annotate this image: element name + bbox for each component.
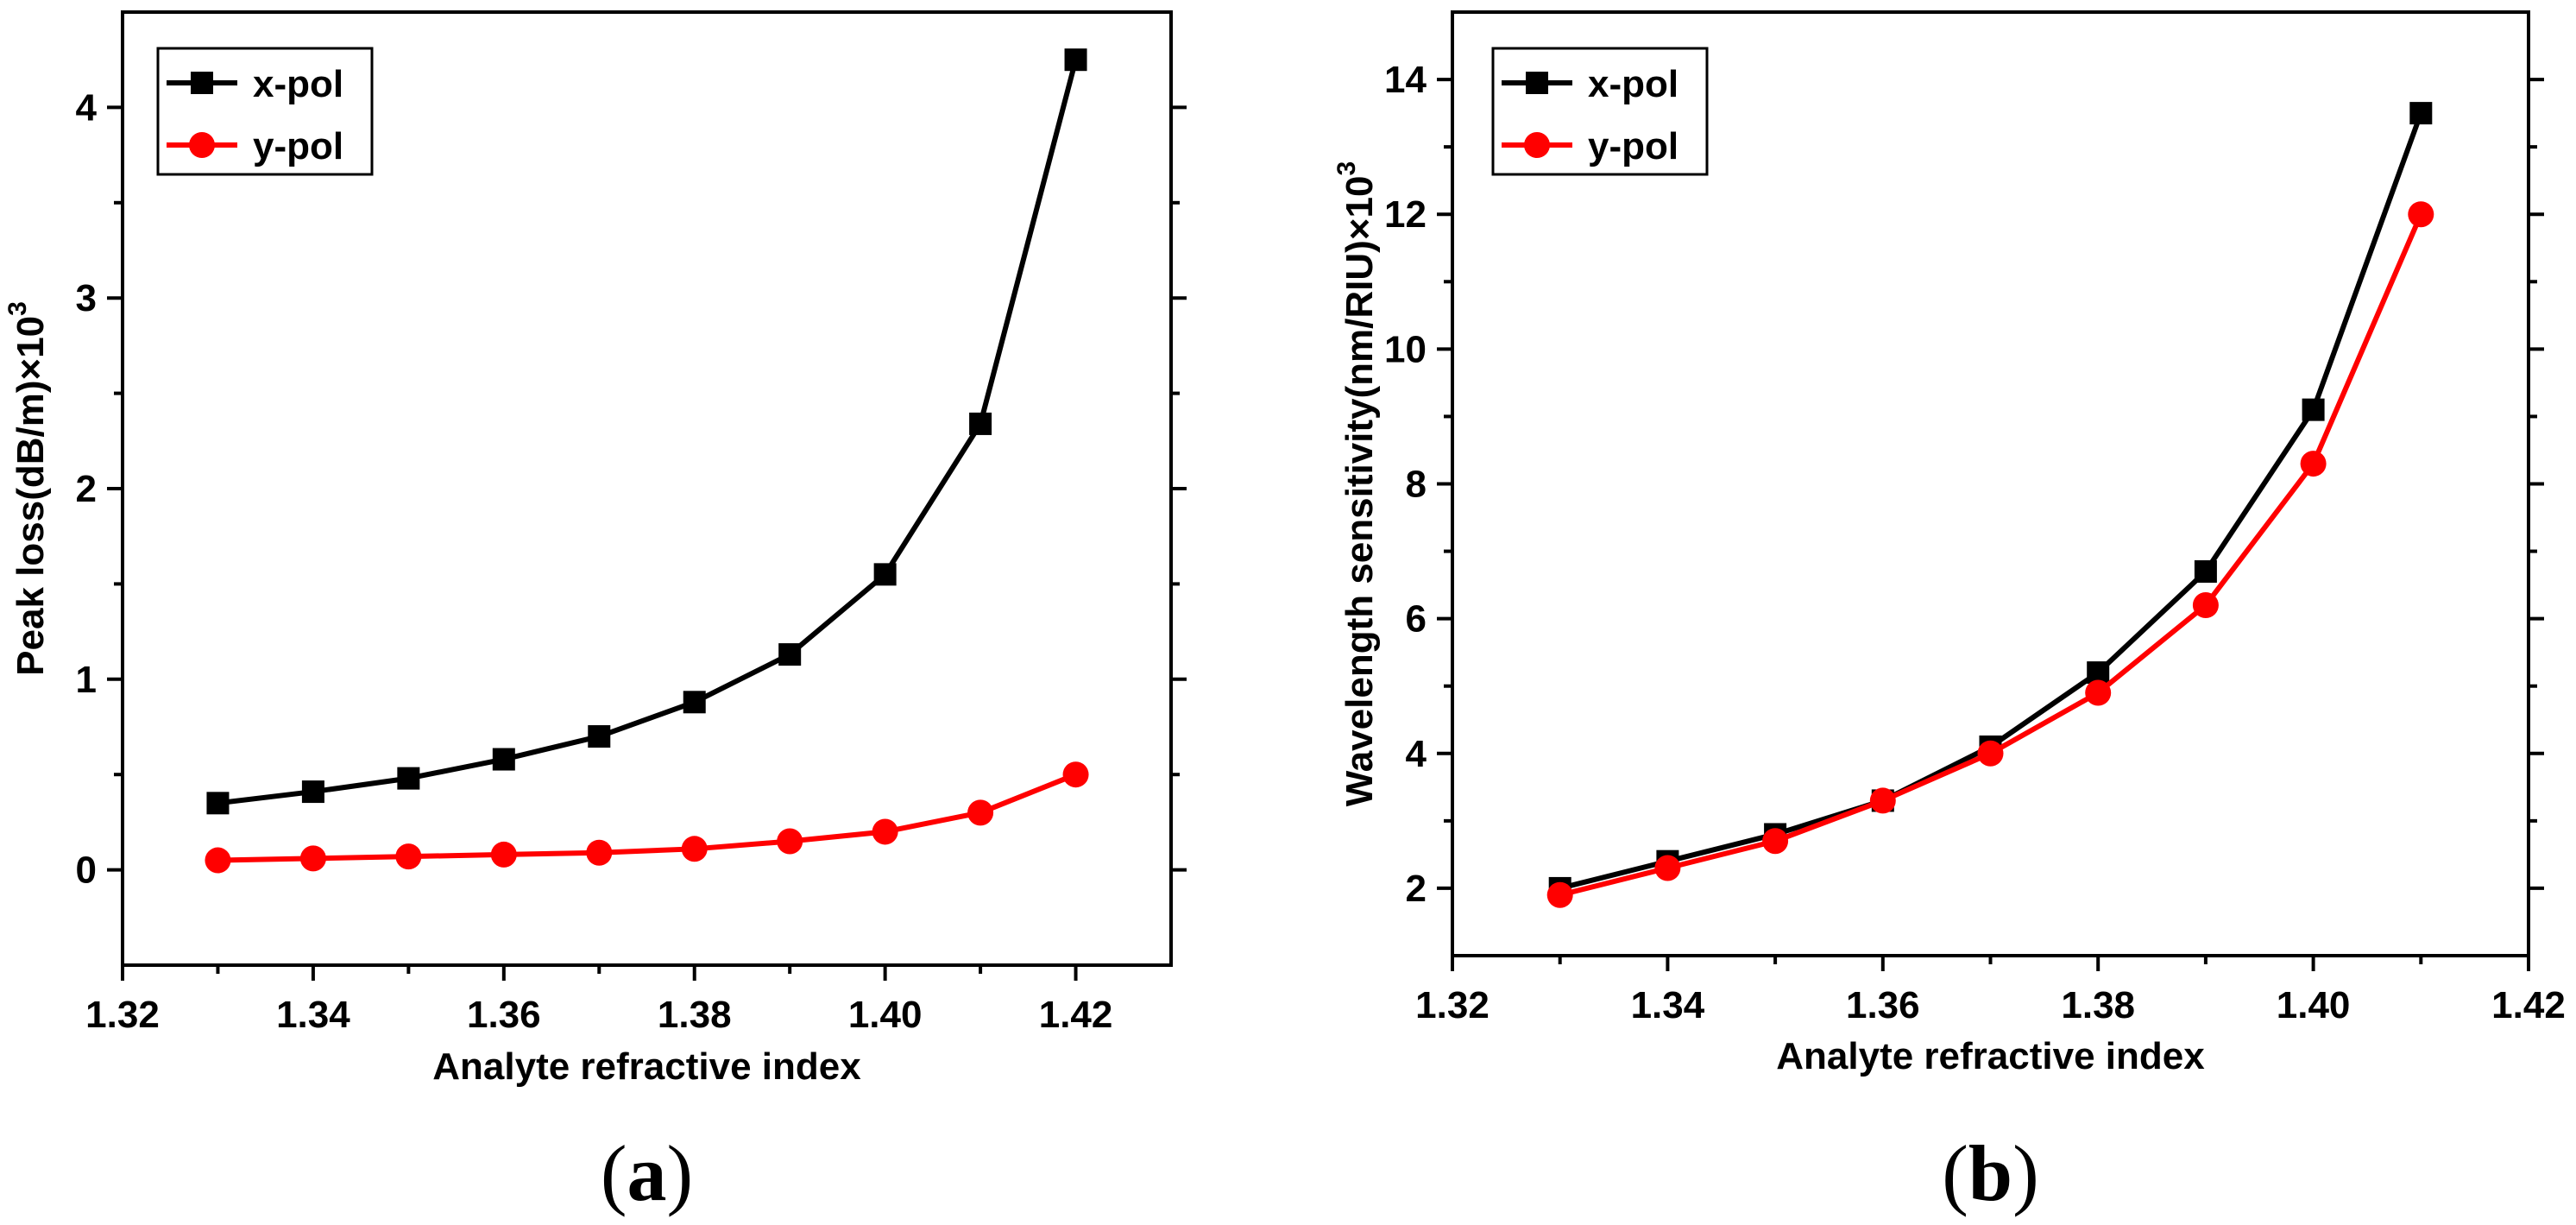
legend: x-pol y-pol xyxy=(156,47,374,176)
data-point-x-pol xyxy=(2302,398,2325,421)
x-axis-title: Analyte refractive index xyxy=(432,1045,861,1088)
x-tick-label: 1.42 xyxy=(2491,984,2566,1026)
y-tick-label: 6 xyxy=(1406,598,1427,641)
y-tick-label: 2 xyxy=(1406,868,1427,910)
data-point-y-pol xyxy=(1869,787,1896,814)
series-y-pol xyxy=(205,761,1089,874)
data-point-y-pol xyxy=(586,839,613,866)
data-point-x-pol xyxy=(397,767,420,790)
y-tick-label: 4 xyxy=(76,86,98,129)
series-line-x-pol xyxy=(1559,112,2424,891)
x-axis-title: Analyte refractive index xyxy=(1776,1035,2205,1077)
data-point-x-pol xyxy=(683,691,706,714)
series-line-y-pol xyxy=(1559,213,2424,898)
x-tick-label: 1.34 xyxy=(276,994,350,1036)
panel-label-close: ) xyxy=(667,1129,694,1217)
x-tick-label: 1.38 xyxy=(658,994,732,1036)
data-point-y-pol xyxy=(205,847,231,874)
legend-marker-y-pol xyxy=(1524,132,1550,158)
series-line-x-pol xyxy=(217,59,1079,806)
data-point-y-pol xyxy=(2085,679,2112,706)
y-tick-label: 1 xyxy=(76,659,97,701)
series-line-y-pol xyxy=(217,772,1077,863)
series-y-pol xyxy=(1546,201,2434,908)
legend-label-x-pol: x-pol xyxy=(253,63,343,105)
panel-label-letter: a xyxy=(627,1129,667,1217)
y-axis-title-text: Wavelength sensitivity(nm/RIU)×10 xyxy=(1338,176,1381,807)
legend-marker-x-pol xyxy=(1526,72,1548,94)
legend-label-y-pol: y-pol xyxy=(1588,125,1678,167)
data-point-y-pol xyxy=(1977,740,2004,767)
data-point-y-pol xyxy=(777,828,803,855)
y-axis-title-text: Peak loss(dB/m)×10 xyxy=(9,316,52,676)
y-tick-label: 3 xyxy=(76,277,97,319)
y-axis-title-superscript: 3 xyxy=(1332,161,1361,176)
panel-label: (b) xyxy=(1942,1129,2038,1217)
data-point-y-pol xyxy=(872,818,898,845)
data-point-y-pol xyxy=(1762,828,1789,855)
x-tick-label: 1.38 xyxy=(2061,984,2135,1026)
y-axis-title: Peak loss(dB/m)×103 xyxy=(3,301,52,676)
y-tick-label: 0 xyxy=(76,849,97,892)
data-point-y-pol xyxy=(1062,761,1089,788)
chart-panel-a: 1.32 1.34 1.36 1.38 1.40 1.42 0 1 2 3 4 Analyte ref… xyxy=(3,10,1187,1217)
y-tick-label: 14 xyxy=(1384,59,1427,101)
legend-marker-x-pol xyxy=(191,72,213,94)
x-tick-label: 1.42 xyxy=(1039,994,1113,1036)
series-x-pol xyxy=(1548,102,2433,900)
x-tick-label: 1.34 xyxy=(1631,984,1705,1026)
panel-label-open: ( xyxy=(1942,1129,1968,1217)
data-point-x-pol xyxy=(2409,102,2433,125)
legend-label-x-pol: x-pol xyxy=(1588,63,1678,105)
y-axis-title: Wavelength sensitivity(nm/RIU)×103 xyxy=(1332,161,1381,806)
data-point-y-pol xyxy=(2300,451,2327,477)
data-point-y-pol xyxy=(1546,881,1573,908)
y-axis-title-superscript: 3 xyxy=(3,301,32,316)
data-point-y-pol xyxy=(2408,201,2434,228)
data-point-x-pol xyxy=(778,643,802,666)
y-tick-label: 8 xyxy=(1406,464,1427,506)
data-point-y-pol xyxy=(1654,855,1681,881)
data-point-x-pol xyxy=(492,748,515,771)
panel-label-letter: b xyxy=(1968,1129,2012,1217)
y-tick-label: 2 xyxy=(76,468,97,510)
y-tick-label: 10 xyxy=(1384,328,1427,370)
x-tick-label: 1.32 xyxy=(85,994,160,1036)
data-point-x-pol xyxy=(206,792,230,815)
data-point-y-pol xyxy=(299,845,326,872)
y-tick-label: 4 xyxy=(1406,733,1427,775)
data-point-x-pol xyxy=(2194,559,2217,583)
data-point-x-pol xyxy=(1064,48,1087,72)
data-point-x-pol xyxy=(301,780,324,804)
data-point-x-pol xyxy=(873,563,897,586)
chart-panel-b: 1.32 1.34 1.36 1.38 1.40 1.42 2 4 6 8 10 12 14 Analyt… xyxy=(1332,10,2566,1217)
data-point-y-pol xyxy=(967,799,994,826)
panel-label: (a) xyxy=(601,1129,693,1217)
data-point-x-pol xyxy=(969,412,992,435)
x-tick-label: 1.36 xyxy=(467,994,541,1036)
x-tick-label: 1.40 xyxy=(848,994,923,1036)
legend-marker-y-pol xyxy=(189,132,215,158)
data-point-y-pol xyxy=(681,836,708,862)
data-point-y-pol xyxy=(2192,592,2219,619)
series-x-pol xyxy=(206,48,1087,815)
legend-label-y-pol: y-pol xyxy=(253,125,343,167)
data-point-x-pol xyxy=(588,725,611,748)
panel-label-open: ( xyxy=(601,1129,627,1217)
data-point-y-pol xyxy=(490,841,517,868)
panel-label-close: ) xyxy=(2012,1129,2039,1217)
x-tick-label: 1.32 xyxy=(1415,984,1490,1026)
legend: x-pol y-pol xyxy=(1491,47,1709,176)
y-tick-label: 12 xyxy=(1384,193,1427,236)
x-tick-label: 1.40 xyxy=(2277,984,2351,1026)
data-point-y-pol xyxy=(395,843,422,870)
x-tick-label: 1.36 xyxy=(1846,984,1920,1026)
